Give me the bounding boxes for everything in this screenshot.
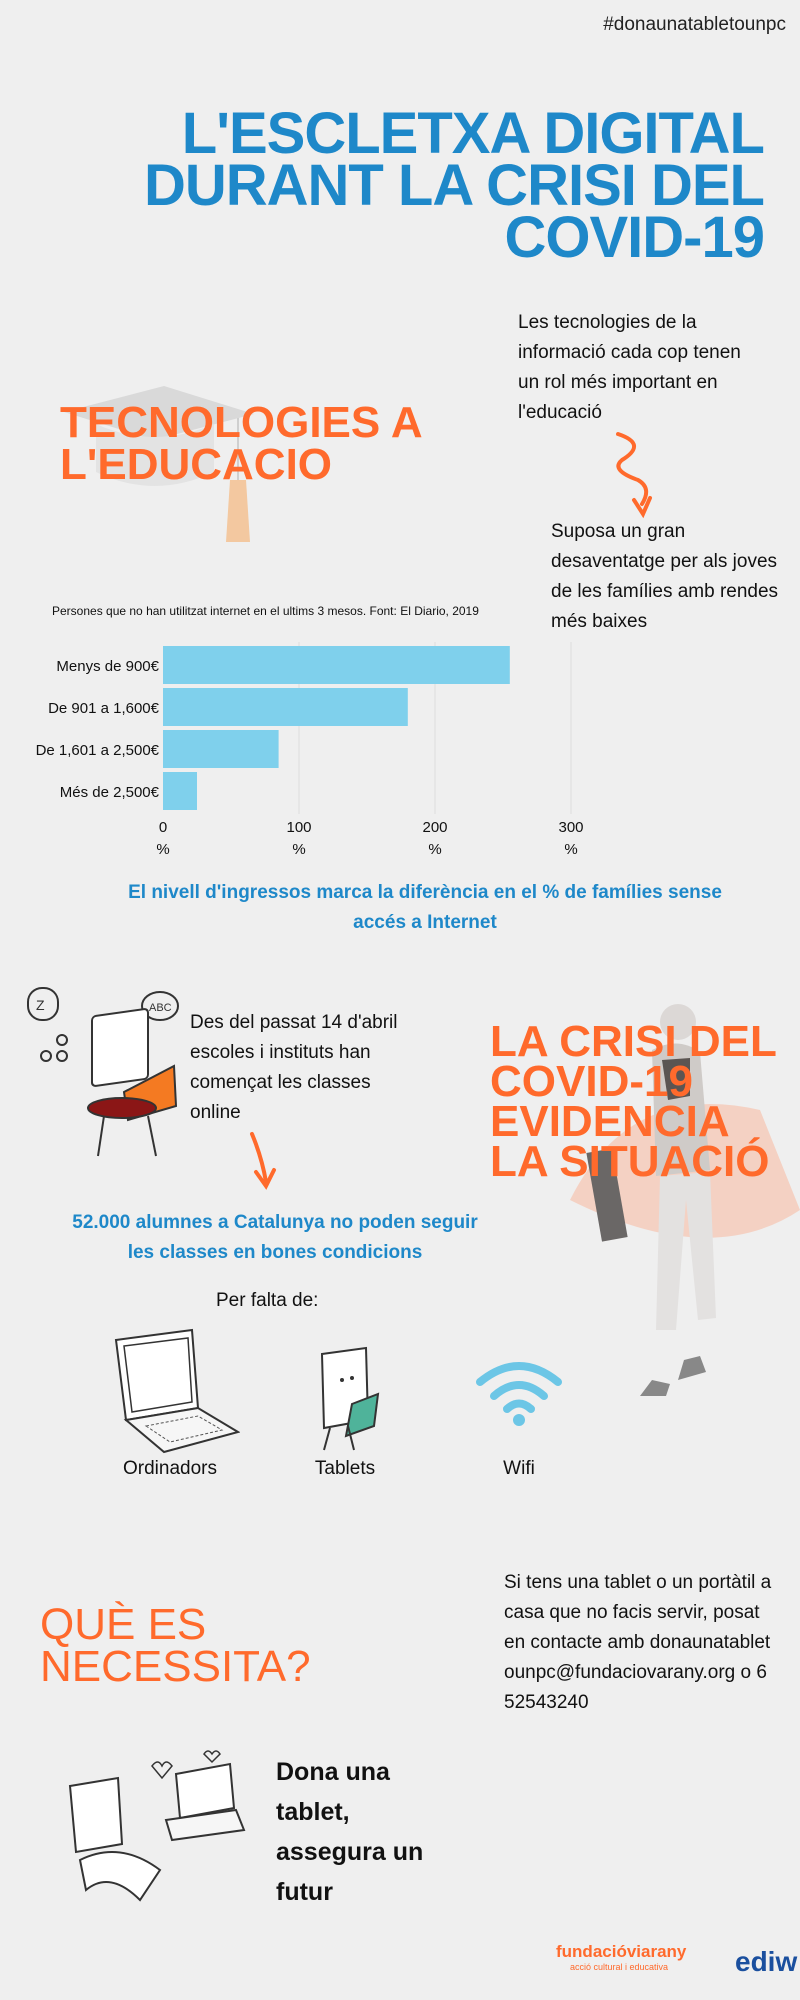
title-line: COVID-19: [504, 205, 765, 270]
disadvantage-text: Suposa un gran desaventatge per als jove…: [551, 521, 779, 632]
tick-label: 100: [286, 819, 311, 836]
contact-text: Si tens una tablet o un portàtil a casa …: [504, 1572, 772, 1713]
tablet-icon: [320, 1346, 380, 1451]
tick-unit-label: %: [564, 841, 577, 858]
online-class-illustration-icon: Z ABC: [27, 987, 179, 1157]
tick-unit-label: %: [292, 841, 305, 858]
wifi-icon: [476, 1362, 562, 1426]
cta-line: assegura un: [276, 1838, 424, 1866]
donation-illustration-icon: [68, 1750, 246, 1902]
online-classes-text: Des del passat 14 d'abril escoles i inst…: [190, 1012, 398, 1123]
cta-line: tablet,: [276, 1798, 350, 1826]
walking-person-illustration-icon: [570, 1004, 800, 1396]
tick-unit-label: %: [428, 841, 441, 858]
bar: [163, 730, 279, 768]
tick-label: 300: [558, 819, 583, 836]
category-label: De 1,601 a 2,500€: [36, 742, 160, 759]
tick-unit-label: %: [156, 841, 169, 858]
title-line: EVIDENCIA: [490, 1097, 730, 1146]
title-line: COVID-19: [490, 1057, 693, 1106]
title-line: QUÈ ES: [40, 1600, 207, 1649]
lack-of-label: Per falta de:: [216, 1290, 319, 1311]
hashtag: #donaunatabletounpc: [603, 14, 786, 35]
category-label: De 901 a 1,600€: [48, 700, 160, 717]
logo-text: fundacióviarany: [556, 1942, 687, 1961]
item-label-tablets: Tablets: [314, 1458, 376, 1479]
income-bar-chart: Menys de 900€ De 901 a 1,600€ De 1,601 a 2…: [36, 642, 584, 858]
title-line: NECESSITA?: [40, 1642, 311, 1691]
item-label-ordinadors: Ordinadors: [123, 1458, 217, 1479]
section-title-tecnologies: TECNOLOGIES A L'EDUCACIO: [60, 398, 480, 489]
squiggle-arrow-icon: [616, 432, 652, 519]
bar: [163, 646, 510, 684]
tick-label: 0: [159, 819, 167, 836]
bar: [163, 772, 197, 810]
section-title-crisi: LA CRISI DEL COVID-19 EVIDENCIA LA SITUA…: [490, 1017, 800, 1186]
item-label-wifi: Wifi: [503, 1458, 535, 1479]
svg-text:ABC: ABC: [149, 1002, 172, 1014]
call-to-action: Dona una tablet, assegura un futur: [276, 1752, 476, 1912]
laptop-icon: [114, 1328, 240, 1454]
title-line: L'ESCLETXA DIGITAL: [181, 101, 765, 166]
chart-title: Persones que no han utilitzat internet e…: [52, 604, 479, 618]
students-highlight: 52.000 alumnes a Catalunya no poden segu…: [72, 1212, 478, 1263]
title-line: LA CRISI DEL: [490, 1017, 777, 1066]
cta-line: futur: [276, 1878, 333, 1906]
down-arrow-icon: [250, 1132, 276, 1190]
graduation-cap-icon: [64, 386, 254, 542]
title-line: TECNOLOGIES A: [60, 398, 423, 447]
intro-text: Les tecnologies de la informació cada co…: [518, 312, 741, 423]
page-title: L'ESCLETXA DIGITAL DURANT LA CRISI DEL C…: [64, 101, 765, 270]
title-line: LA SITUACIÓ: [490, 1137, 770, 1186]
category-label: Més de 2,500€: [60, 784, 160, 801]
title-line: DURANT LA CRISI DEL: [143, 153, 765, 218]
cta-line: Dona una: [276, 1758, 390, 1786]
chart-conclusion: El nivell d'ingressos marca la diferènci…: [128, 882, 722, 933]
fundacio-viarany-logo: fundacióviarany acció cultural i educati…: [556, 1942, 686, 1972]
category-label: Menys de 900€: [56, 658, 159, 675]
svg-text:Z: Z: [36, 997, 45, 1013]
tick-label: 200: [422, 819, 447, 836]
title-line: L'EDUCACIO: [60, 440, 333, 489]
section-title-necessita: QUÈ ES NECESSITA?: [40, 1600, 360, 1691]
bar: [163, 688, 408, 726]
logo-subtext: acció cultural i educativa: [570, 1962, 669, 1972]
ediw-logo: ediw: [735, 1946, 798, 1977]
